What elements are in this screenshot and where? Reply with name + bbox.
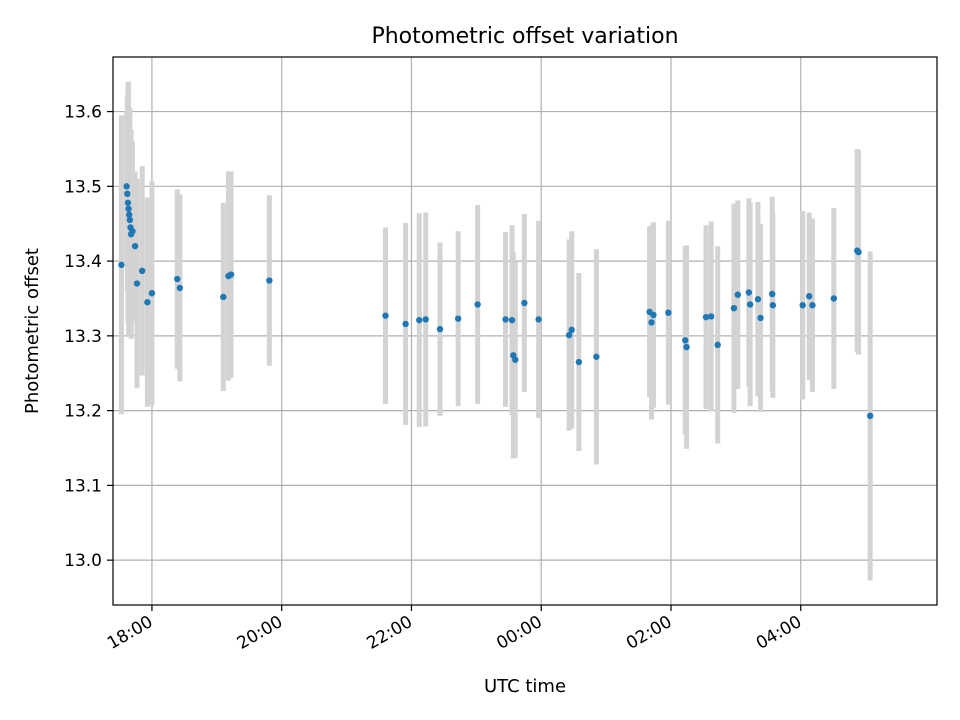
data-point <box>138 267 146 275</box>
data-point <box>118 261 125 269</box>
data-point <box>422 316 429 323</box>
data-point <box>124 199 132 206</box>
data-point <box>512 356 519 363</box>
data-point <box>809 302 816 309</box>
data-point <box>148 290 156 297</box>
data-point <box>220 293 227 301</box>
data-point <box>683 343 690 351</box>
plot-frame <box>112 56 938 606</box>
data-point <box>474 301 481 308</box>
data-point <box>144 299 151 306</box>
data-point <box>126 216 134 224</box>
data-point <box>702 313 710 321</box>
data-point <box>734 291 742 298</box>
data-point <box>174 275 181 283</box>
data-point <box>708 313 715 320</box>
data-point <box>502 316 509 323</box>
data-point <box>402 320 409 328</box>
data-point <box>730 304 738 312</box>
data-point <box>124 190 131 198</box>
data-point <box>714 341 721 349</box>
data-point <box>855 248 862 256</box>
chart-title: Photometric offset variation <box>371 24 678 49</box>
data-point <box>575 358 583 366</box>
data-point <box>131 242 139 250</box>
data-point <box>382 312 389 319</box>
y-tick-label: 13.4 <box>64 252 102 272</box>
y-tick-label: 13.5 <box>64 177 102 197</box>
data-point <box>665 309 672 316</box>
grid <box>113 57 937 605</box>
data-point <box>436 325 444 333</box>
data-point <box>746 301 754 308</box>
data-point <box>123 183 130 190</box>
data-point <box>454 315 462 322</box>
y-tick-label: 13.2 <box>64 402 102 422</box>
data-point <box>568 326 575 334</box>
y-tick-label: 13.3 <box>64 327 102 347</box>
y-axis-label: Photometric offset <box>22 248 43 414</box>
data-point <box>682 337 689 344</box>
data-point <box>866 412 874 420</box>
data-point <box>133 280 141 287</box>
data-point <box>769 290 776 298</box>
data-point <box>769 302 777 309</box>
data-point <box>648 319 655 326</box>
data-point <box>830 295 838 302</box>
data-point <box>745 289 753 296</box>
x-axis-label: UTC time <box>484 676 566 697</box>
data-point <box>521 299 528 307</box>
data-point <box>805 293 813 300</box>
y-tick-label: 13.0 <box>64 551 102 571</box>
data-point <box>535 316 542 323</box>
data-point <box>125 205 132 212</box>
y-tick-label: 13.1 <box>64 476 102 496</box>
data-point <box>757 314 764 322</box>
data-point <box>126 211 133 218</box>
data-point <box>754 296 762 303</box>
data-point <box>508 316 516 324</box>
data-point <box>176 284 184 292</box>
data-point <box>799 302 806 309</box>
data-points <box>118 183 874 420</box>
data-point <box>416 316 423 324</box>
data-point <box>227 271 235 278</box>
y-tick-label: 13.6 <box>64 103 102 123</box>
data-point <box>650 311 657 319</box>
data-point <box>593 353 600 360</box>
data-point <box>129 227 136 235</box>
data-point <box>565 331 573 339</box>
data-point <box>266 277 273 284</box>
